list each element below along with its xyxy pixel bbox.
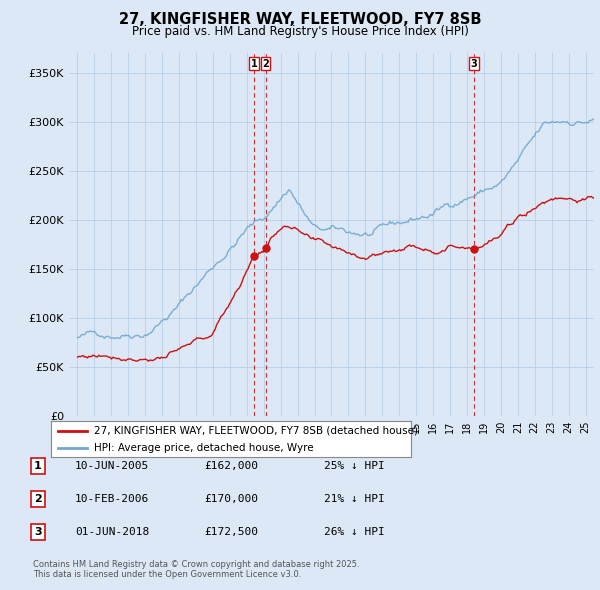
Text: £170,000: £170,000 xyxy=(204,494,258,504)
Text: 2: 2 xyxy=(34,494,41,504)
Text: 1: 1 xyxy=(251,58,257,68)
Text: 01-JUN-2018: 01-JUN-2018 xyxy=(75,527,149,537)
Text: 3: 3 xyxy=(471,58,478,68)
Text: 21% ↓ HPI: 21% ↓ HPI xyxy=(324,494,385,504)
Text: 27, KINGFISHER WAY, FLEETWOOD, FY7 8SB (detached house): 27, KINGFISHER WAY, FLEETWOOD, FY7 8SB (… xyxy=(94,426,418,436)
Text: 3: 3 xyxy=(34,527,41,537)
Text: £172,500: £172,500 xyxy=(204,527,258,537)
Text: HPI: Average price, detached house, Wyre: HPI: Average price, detached house, Wyre xyxy=(94,443,314,453)
Text: 10-JUN-2005: 10-JUN-2005 xyxy=(75,461,149,471)
Text: 27, KINGFISHER WAY, FLEETWOOD, FY7 8SB: 27, KINGFISHER WAY, FLEETWOOD, FY7 8SB xyxy=(119,12,481,27)
Text: Price paid vs. HM Land Registry's House Price Index (HPI): Price paid vs. HM Land Registry's House … xyxy=(131,25,469,38)
Text: 1: 1 xyxy=(34,461,41,471)
Text: 25% ↓ HPI: 25% ↓ HPI xyxy=(324,461,385,471)
Text: 2: 2 xyxy=(262,58,269,68)
Text: Contains HM Land Registry data © Crown copyright and database right 2025.
This d: Contains HM Land Registry data © Crown c… xyxy=(33,560,359,579)
Text: 26% ↓ HPI: 26% ↓ HPI xyxy=(324,527,385,537)
Text: 10-FEB-2006: 10-FEB-2006 xyxy=(75,494,149,504)
Text: £162,000: £162,000 xyxy=(204,461,258,471)
